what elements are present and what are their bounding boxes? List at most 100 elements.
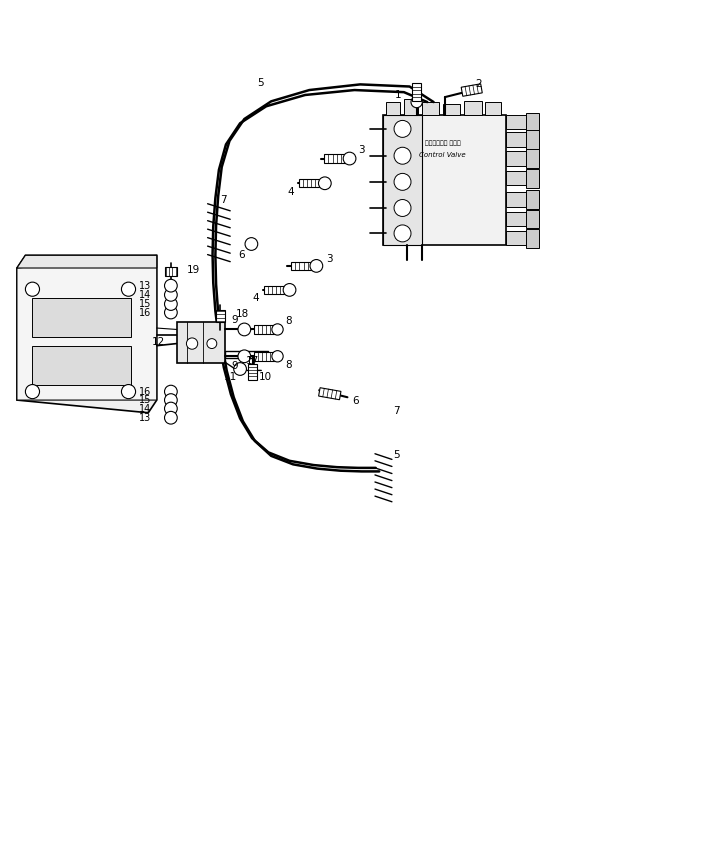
Circle shape: [343, 152, 356, 165]
Bar: [526, 210, 539, 228]
Text: 4: 4: [252, 294, 259, 303]
Circle shape: [238, 323, 251, 336]
Text: 7: 7: [220, 195, 226, 204]
Polygon shape: [17, 255, 157, 268]
Bar: [404, 100, 418, 115]
Circle shape: [121, 283, 135, 296]
Text: 14: 14: [139, 403, 151, 414]
Circle shape: [164, 394, 177, 407]
Circle shape: [164, 306, 177, 319]
Circle shape: [394, 174, 411, 191]
Circle shape: [164, 279, 177, 292]
Bar: [506, 171, 529, 186]
Circle shape: [394, 120, 411, 137]
Text: 8: 8: [285, 360, 291, 370]
Circle shape: [394, 225, 411, 242]
Text: 2: 2: [476, 79, 482, 89]
Bar: [386, 102, 401, 115]
Text: 9: 9: [231, 315, 238, 324]
Bar: [506, 212, 529, 226]
Text: 14: 14: [139, 290, 151, 300]
Circle shape: [26, 385, 40, 398]
Bar: [216, 310, 225, 323]
Text: 9: 9: [231, 361, 238, 371]
Circle shape: [164, 298, 177, 311]
Bar: [526, 169, 539, 187]
Text: 13: 13: [139, 281, 151, 291]
Circle shape: [26, 283, 40, 296]
Polygon shape: [17, 255, 157, 413]
Text: 3: 3: [358, 145, 365, 155]
Bar: [464, 100, 481, 115]
Text: 3: 3: [326, 254, 333, 264]
Circle shape: [234, 363, 247, 375]
Circle shape: [238, 350, 251, 363]
Text: 10: 10: [259, 373, 272, 382]
Circle shape: [245, 237, 258, 250]
Bar: [254, 352, 274, 361]
Bar: [164, 267, 177, 276]
Circle shape: [121, 385, 135, 398]
Bar: [412, 83, 421, 101]
Text: 19: 19: [186, 266, 200, 275]
Bar: [422, 102, 440, 115]
Circle shape: [186, 338, 198, 349]
Bar: [526, 112, 539, 131]
Circle shape: [164, 403, 177, 415]
Bar: [506, 192, 529, 207]
Bar: [526, 191, 539, 208]
Circle shape: [283, 283, 296, 296]
Circle shape: [411, 96, 423, 108]
Bar: [248, 364, 257, 380]
Text: 15: 15: [139, 299, 151, 309]
Text: 16: 16: [139, 386, 151, 397]
Bar: [318, 388, 341, 400]
Text: 8: 8: [285, 316, 291, 326]
Circle shape: [394, 199, 411, 216]
Text: Control Valve: Control Valve: [420, 152, 466, 158]
Circle shape: [164, 386, 177, 398]
Bar: [526, 229, 539, 248]
Bar: [264, 286, 284, 294]
Bar: [443, 104, 460, 115]
Bar: [526, 150, 539, 168]
Circle shape: [164, 288, 177, 301]
Bar: [461, 83, 482, 96]
Text: 7: 7: [393, 407, 400, 416]
Circle shape: [164, 411, 177, 424]
Bar: [526, 130, 539, 149]
Polygon shape: [17, 255, 157, 400]
Text: 15: 15: [139, 395, 151, 405]
Text: 1: 1: [394, 90, 401, 100]
Text: 4: 4: [288, 186, 294, 197]
Text: 13: 13: [139, 413, 151, 423]
Bar: [177, 323, 225, 363]
Bar: [506, 115, 529, 129]
Text: 12: 12: [152, 337, 165, 347]
Circle shape: [272, 323, 283, 335]
Circle shape: [272, 351, 283, 362]
Bar: [506, 151, 529, 166]
Circle shape: [318, 177, 331, 190]
Bar: [383, 115, 506, 245]
Text: 5: 5: [257, 78, 264, 88]
Circle shape: [394, 147, 411, 164]
Circle shape: [207, 339, 217, 349]
Bar: [506, 133, 529, 146]
Bar: [33, 346, 131, 385]
Circle shape: [310, 260, 323, 272]
Bar: [324, 154, 345, 163]
Text: 6: 6: [352, 396, 359, 406]
Bar: [33, 298, 131, 336]
Text: コントロール バルブ: コントロール バルブ: [425, 140, 461, 146]
Bar: [291, 261, 312, 270]
Bar: [485, 102, 501, 115]
Text: 6: 6: [238, 249, 245, 260]
Bar: [254, 325, 274, 334]
Text: 5: 5: [393, 450, 400, 460]
Text: 16: 16: [139, 307, 151, 317]
Bar: [506, 231, 529, 245]
Bar: [383, 115, 422, 245]
Text: 17: 17: [246, 357, 259, 366]
Bar: [299, 180, 319, 187]
